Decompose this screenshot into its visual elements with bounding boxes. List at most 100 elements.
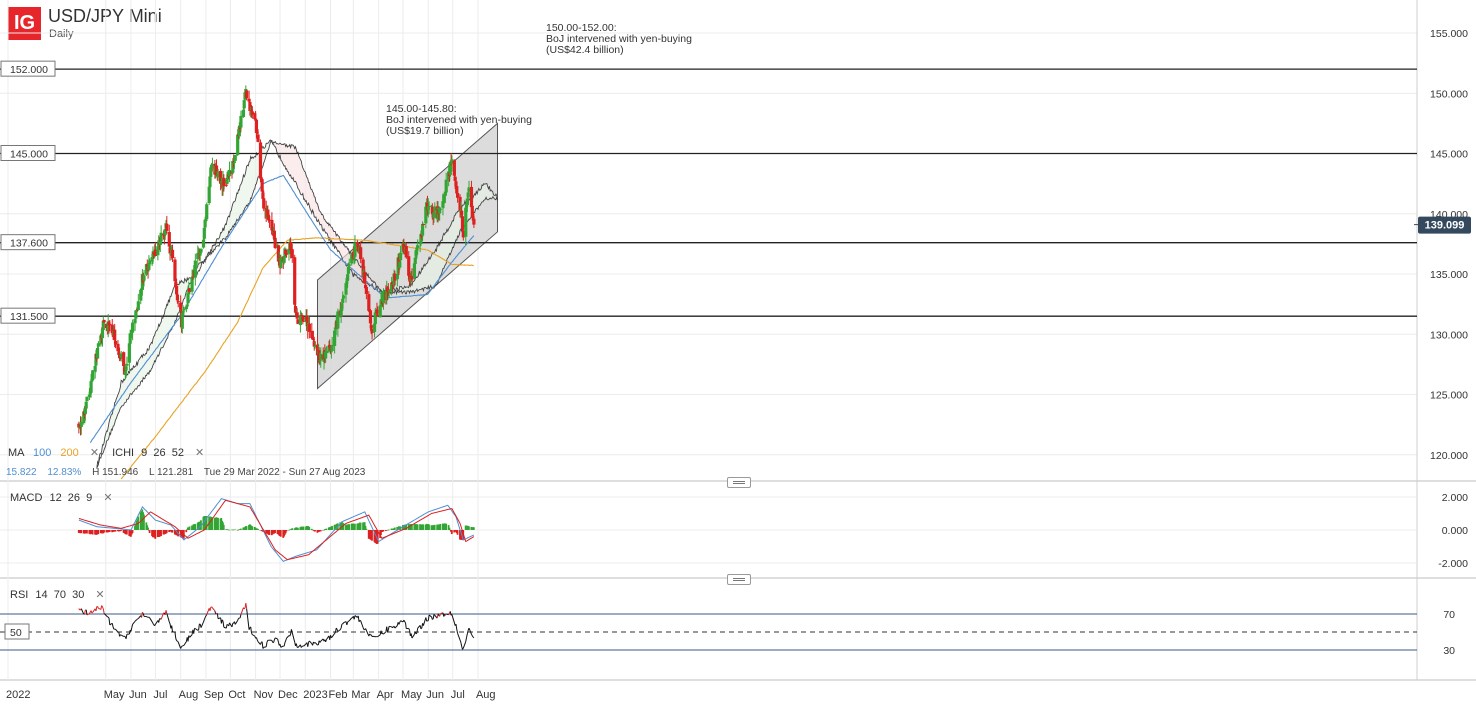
pane-resize-handle-rsi[interactable] bbox=[727, 574, 751, 585]
candle-body[interactable] bbox=[142, 275, 146, 281]
candle-body[interactable] bbox=[410, 275, 414, 280]
candle-body[interactable] bbox=[442, 194, 446, 203]
last-price-badge[interactable] bbox=[1418, 216, 1471, 234]
candle-body[interactable] bbox=[188, 288, 192, 292]
candle-body[interactable] bbox=[93, 365, 97, 372]
candle-body[interactable] bbox=[231, 160, 235, 173]
candle-body[interactable] bbox=[340, 303, 344, 309]
candle-body[interactable] bbox=[467, 188, 471, 192]
candle-body[interactable] bbox=[376, 314, 380, 316]
candle-body[interactable] bbox=[464, 204, 469, 208]
candle-body[interactable] bbox=[91, 370, 95, 381]
candle-body[interactable] bbox=[106, 321, 110, 332]
candle-body[interactable] bbox=[300, 315, 304, 317]
candle-body[interactable] bbox=[247, 98, 251, 102]
candle-body[interactable] bbox=[270, 219, 274, 231]
candle-body[interactable] bbox=[165, 223, 169, 231]
candle-body[interactable] bbox=[455, 186, 459, 194]
candle-body[interactable] bbox=[372, 323, 377, 333]
candle-body[interactable] bbox=[117, 352, 121, 355]
candle-body[interactable] bbox=[190, 277, 194, 292]
candle-body[interactable] bbox=[284, 253, 289, 255]
candle-body[interactable] bbox=[319, 353, 323, 360]
candle-body[interactable] bbox=[95, 348, 100, 359]
ma200-period[interactable]: 200 bbox=[60, 447, 79, 459]
candle-body[interactable] bbox=[242, 100, 246, 109]
candle-body[interactable] bbox=[153, 249, 158, 257]
candle-body[interactable] bbox=[324, 350, 329, 354]
candle-body[interactable] bbox=[279, 257, 283, 269]
candle-body[interactable] bbox=[159, 232, 163, 242]
candle-body[interactable] bbox=[385, 287, 390, 293]
candle-body[interactable] bbox=[339, 308, 343, 317]
candle-body[interactable] bbox=[398, 261, 402, 268]
candle-body[interactable] bbox=[368, 310, 373, 324]
candle-body[interactable] bbox=[253, 113, 257, 120]
candle-body[interactable] bbox=[179, 302, 183, 310]
candle-body[interactable] bbox=[224, 184, 228, 186]
candle-body[interactable] bbox=[333, 327, 338, 330]
candle-body[interactable] bbox=[357, 250, 361, 253]
candle-body[interactable] bbox=[471, 216, 475, 218]
candle-body[interactable] bbox=[416, 245, 420, 248]
candle-body[interactable] bbox=[203, 219, 207, 228]
candle-body[interactable] bbox=[341, 298, 345, 303]
candle-body[interactable] bbox=[395, 273, 399, 280]
candle-body[interactable] bbox=[370, 329, 374, 333]
candle-body[interactable] bbox=[119, 353, 123, 358]
candle-body[interactable] bbox=[375, 310, 379, 314]
candle-body[interactable] bbox=[87, 394, 92, 397]
candle-body[interactable] bbox=[233, 154, 237, 161]
candle-body[interactable] bbox=[182, 309, 186, 311]
candle-body[interactable] bbox=[185, 304, 189, 307]
candle-body[interactable] bbox=[430, 206, 434, 214]
candle-body[interactable] bbox=[99, 335, 103, 345]
candle-body[interactable] bbox=[415, 248, 419, 251]
candle-body[interactable] bbox=[361, 259, 365, 277]
candle-body[interactable] bbox=[89, 381, 93, 393]
candle-body[interactable] bbox=[258, 142, 263, 179]
candle-body[interactable] bbox=[125, 363, 129, 366]
candle-body[interactable] bbox=[191, 276, 195, 278]
candle-body[interactable] bbox=[276, 245, 281, 262]
candle-body[interactable] bbox=[118, 357, 123, 359]
candle-body[interactable] bbox=[144, 264, 149, 275]
candle-body[interactable] bbox=[243, 92, 247, 100]
candle-body[interactable] bbox=[378, 305, 382, 318]
candle-body[interactable] bbox=[208, 176, 212, 188]
candle-body[interactable] bbox=[315, 344, 320, 356]
candle-body[interactable] bbox=[124, 366, 128, 371]
candle-body[interactable] bbox=[441, 201, 445, 208]
candle-body[interactable] bbox=[466, 192, 470, 198]
candle-body[interactable] bbox=[250, 111, 254, 115]
candle-body[interactable] bbox=[472, 218, 476, 225]
candle-body[interactable] bbox=[176, 301, 180, 303]
candle-body[interactable] bbox=[122, 367, 127, 375]
candle-body[interactable] bbox=[273, 237, 277, 249]
candle-body[interactable] bbox=[134, 310, 138, 319]
candle-body[interactable] bbox=[136, 301, 140, 311]
candle-body[interactable] bbox=[214, 165, 219, 176]
candle-body[interactable] bbox=[407, 256, 411, 276]
candle-body[interactable] bbox=[181, 310, 185, 313]
candle-body[interactable] bbox=[158, 241, 162, 245]
candle-body[interactable] bbox=[161, 233, 166, 235]
candle-body[interactable] bbox=[139, 289, 143, 301]
candle-body[interactable] bbox=[227, 169, 232, 177]
candle-body[interactable] bbox=[317, 350, 321, 363]
candle-body[interactable] bbox=[170, 249, 175, 259]
candle-body[interactable] bbox=[284, 249, 288, 255]
candle-body[interactable] bbox=[296, 319, 300, 324]
candle-body[interactable] bbox=[173, 259, 177, 282]
candle-body[interactable] bbox=[438, 208, 443, 210]
candle-body[interactable] bbox=[218, 170, 223, 184]
candle-body[interactable] bbox=[330, 345, 334, 352]
candle-body[interactable] bbox=[204, 219, 208, 222]
candle-body[interactable] bbox=[201, 239, 206, 248]
candle-body[interactable] bbox=[453, 176, 457, 181]
candle-body[interactable] bbox=[222, 178, 226, 187]
candle-body[interactable] bbox=[174, 282, 178, 288]
candle-body[interactable] bbox=[113, 340, 118, 345]
candle-body[interactable] bbox=[79, 422, 83, 427]
candle-body[interactable] bbox=[429, 205, 434, 207]
